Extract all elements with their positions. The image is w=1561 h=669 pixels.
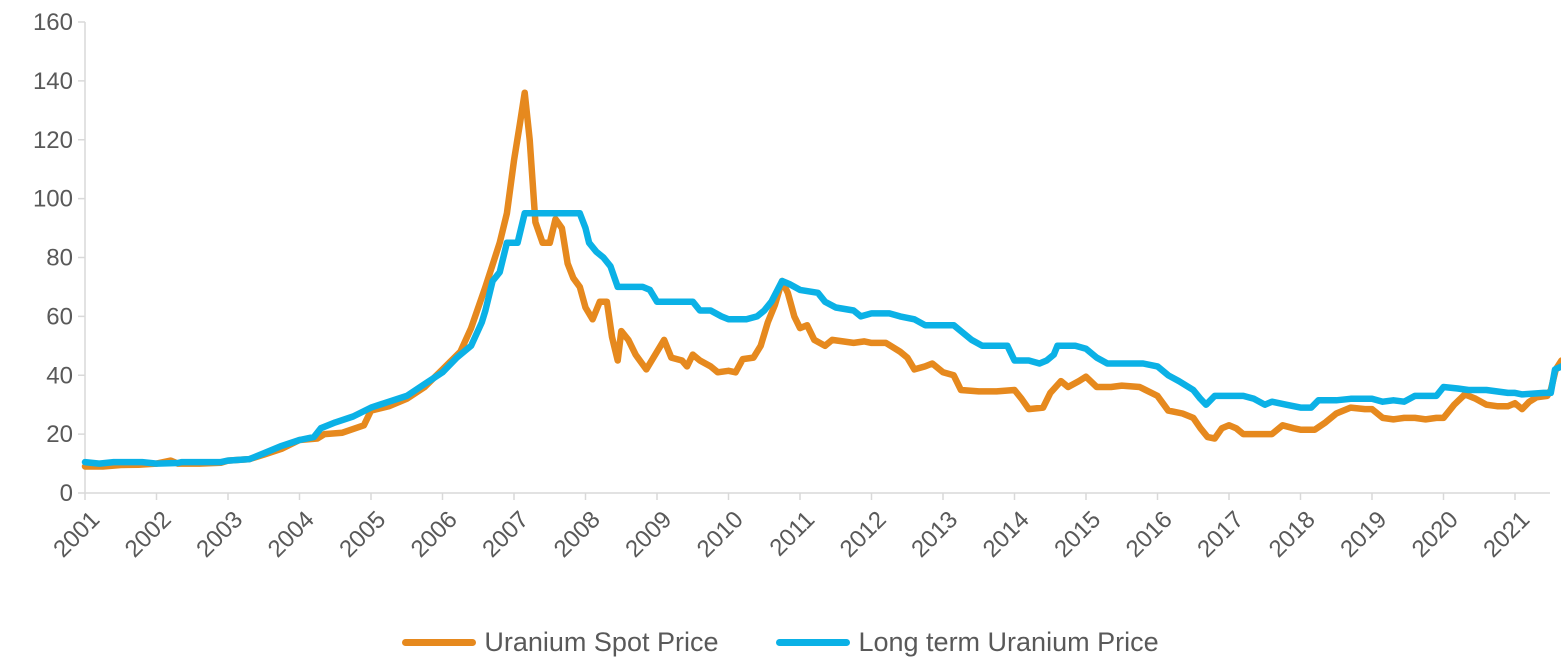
x-tick-label: 2013 [906, 506, 963, 563]
x-axis-ticks: 2001 2002 2003 2004 2005 2006 2007 2008 2009 2010… [48, 493, 1535, 563]
y-tick-label: 140 [33, 68, 73, 95]
legend-swatch-spot [402, 638, 477, 646]
x-tick-label: 2005 [334, 506, 391, 563]
x-tick-label: 2018 [1264, 506, 1321, 563]
x-tick-label: 2003 [191, 506, 248, 563]
x-tick-label: 2010 [692, 506, 749, 563]
x-tick-label: 2009 [620, 506, 677, 563]
y-tick-label: 0 [60, 480, 73, 507]
x-tick-label: 2001 [48, 506, 105, 563]
x-tick-label: 2019 [1335, 506, 1392, 563]
y-tick-label: 60 [46, 303, 73, 330]
legend-label-spot: Uranium Spot Price [484, 626, 719, 657]
legend-swatch-long-term [776, 638, 851, 646]
x-tick-label: 2007 [477, 506, 534, 563]
y-tick-label: 40 [46, 362, 73, 389]
x-tick-label: 2017 [1192, 506, 1249, 563]
x-tick-label: 2008 [549, 506, 606, 563]
y-tick-label: 80 [46, 245, 73, 272]
x-tick-label: 2020 [1407, 506, 1464, 563]
x-tick-label: 2012 [835, 506, 892, 563]
x-tick-label: 2015 [1049, 506, 1106, 563]
legend-item-long-term: Long term Uranium Price [776, 626, 1159, 658]
y-tick-label: 120 [33, 127, 73, 154]
series-line-long-term-price [81, 210, 1561, 467]
y-tick-label: 160 [33, 9, 73, 36]
y-axis-ticks: 0 20 40 60 80 100 120 140 160 [33, 9, 85, 507]
x-tick-label: 2011 [765, 506, 821, 562]
series-line-spot-price [81, 89, 1561, 470]
x-tick-label: 2004 [263, 506, 320, 563]
y-tick-label: 100 [33, 186, 73, 213]
x-tick-label: 2006 [406, 506, 463, 563]
legend: Uranium Spot Price Long term Uranium Pri… [0, 622, 1561, 662]
series-lines [81, 89, 1561, 470]
legend-item-spot: Uranium Spot Price [402, 627, 718, 658]
x-tick-label: 2002 [120, 506, 177, 563]
x-tick-label: 2014 [978, 506, 1035, 563]
y-tick-label: 20 [46, 421, 73, 448]
legend-label-long-term: Long term Uranium Price [858, 626, 1159, 657]
x-tick-label: 2021 [1478, 506, 1535, 563]
x-tick-label: 2016 [1121, 506, 1178, 563]
